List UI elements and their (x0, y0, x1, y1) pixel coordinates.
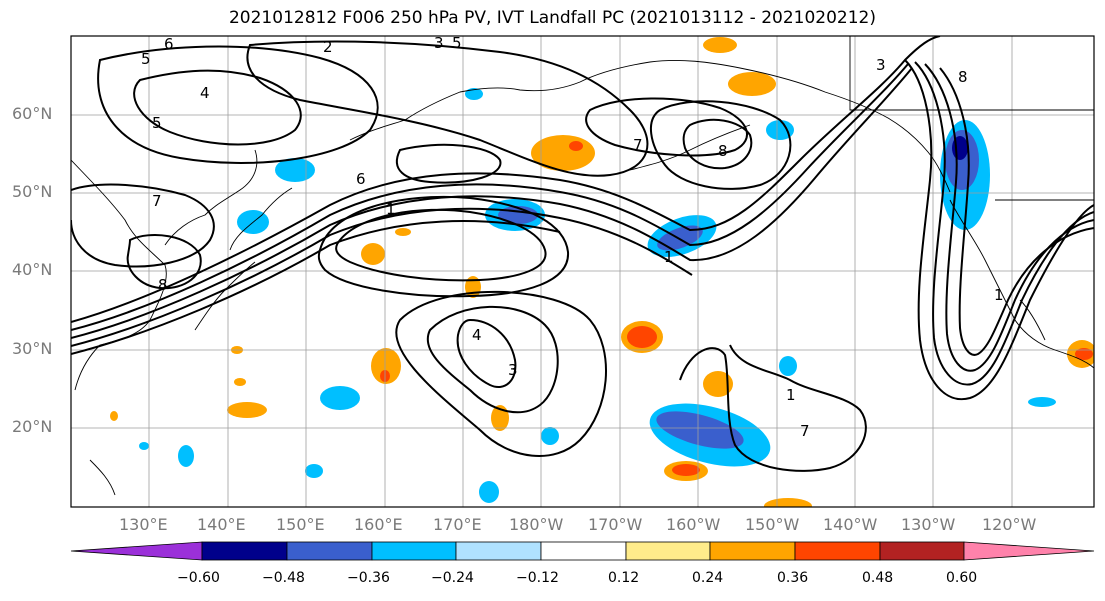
colorbar-tick: −0.60 (177, 570, 220, 586)
shade-blob (766, 120, 794, 140)
lon-label: 120°W (982, 515, 1037, 534)
lon-label: 130°E (119, 515, 168, 534)
contour-label: 7 (800, 422, 810, 440)
shade-blob (703, 371, 733, 397)
colorbar (70, 541, 1095, 561)
plot-border (70, 35, 1095, 508)
contour-label: 7 (152, 192, 162, 210)
colorbar-high-extend (963, 541, 1095, 561)
shade-blob (275, 158, 315, 182)
grid-lines (71, 36, 1094, 507)
pv-shading (110, 37, 1094, 507)
shade-blob (139, 442, 149, 450)
shade-blob (627, 326, 657, 348)
lon-label: 160°E (354, 515, 403, 534)
colorbar-segment (201, 541, 288, 561)
colorbar-segment (879, 541, 965, 561)
shade-blob (656, 411, 744, 449)
shade-blob (371, 348, 401, 384)
contour-label: 8 (958, 68, 968, 86)
contour-label: 1 (664, 248, 674, 266)
contour-label: 2 (323, 38, 333, 56)
contour-label: 3 (434, 34, 444, 52)
lon-label: 150°W (745, 515, 800, 534)
colorbar-tick: −0.12 (516, 570, 559, 586)
contour-label: 8 (158, 276, 168, 294)
contour-label: 5 (152, 114, 162, 132)
shade-blob (764, 498, 812, 507)
pv-contours (71, 36, 1094, 472)
lat-label: 50°N (12, 182, 53, 201)
lat-label: 60°N (12, 104, 53, 123)
shade-blob (465, 88, 483, 100)
contour-label: 6 (356, 170, 366, 188)
shade-blob (541, 427, 559, 445)
shade-blob (320, 386, 360, 410)
colorbar-tick: 0.12 (608, 570, 640, 586)
contour-label: 4 (472, 326, 482, 344)
map-title: 2021012812 F006 250 hPa PV, IVT Landfall… (228, 8, 876, 28)
lon-label: 170°W (588, 515, 643, 534)
colorbar-segment (371, 541, 457, 561)
contour-label: 5 (452, 34, 462, 52)
contour-label: 5 (141, 50, 151, 68)
shade-blob (1028, 397, 1056, 407)
lat-label: 40°N (12, 260, 53, 279)
contour-label: 8 (718, 142, 728, 160)
colorbar-tick: −0.24 (431, 570, 474, 586)
colorbar-low-extend (70, 541, 203, 561)
colorbar-segment (286, 541, 373, 561)
contour-label: 1 (994, 286, 1004, 304)
colorbar-tick: 0.24 (692, 570, 724, 586)
shade-blob (178, 445, 194, 467)
colorbar-segment (709, 541, 796, 561)
shade-blob (305, 464, 323, 478)
shade-blob (672, 464, 700, 476)
lon-label: 150°E (276, 515, 325, 534)
lon-label: 130°W (901, 515, 956, 534)
contour-label: 1 (386, 200, 396, 218)
shade-blob (479, 481, 499, 503)
lat-label: 20°N (12, 417, 53, 436)
colorbar-tick: 0.36 (777, 570, 809, 586)
colorbar-tick: 0.60 (946, 570, 978, 586)
shade-blob (234, 378, 246, 386)
shade-blob (110, 411, 118, 421)
contour-label: 3 (508, 361, 518, 379)
lon-label: 170°E (433, 515, 482, 534)
shade-blob (1075, 348, 1093, 360)
shade-blob (227, 402, 267, 418)
shade-blob (779, 356, 797, 376)
lon-label: 160°W (666, 515, 721, 534)
contour-label: 3 (876, 56, 886, 74)
lon-label: 180°W (509, 515, 564, 534)
lat-label: 30°N (12, 339, 53, 358)
contour-label: 4 (200, 84, 210, 102)
lon-label: 140°W (823, 515, 878, 534)
colorbar-tick: 0.48 (862, 570, 894, 586)
colorbar-tick: −0.36 (347, 570, 390, 586)
colorbar-segment (540, 541, 627, 561)
colorbar-segment (794, 541, 881, 561)
colorbar-tick: −0.48 (262, 570, 305, 586)
colorbar-segment (625, 541, 711, 561)
contour-label: 7 (633, 136, 643, 154)
contour-label: 6 (164, 35, 174, 53)
shade-blob (703, 37, 737, 53)
shade-blob (361, 243, 385, 265)
shade-blob (657, 225, 703, 251)
shade-blob (395, 228, 411, 236)
contour-label: 1 (786, 386, 796, 404)
shade-blob (569, 141, 583, 151)
colorbar-segment (455, 541, 542, 561)
lon-label: 140°E (197, 515, 246, 534)
shade-blob (728, 72, 776, 96)
contour-labels: 6 5 4 5 2 3 5 7 8 7 6 1 8 4 3 1 1 7 8 1 … (141, 34, 1004, 440)
